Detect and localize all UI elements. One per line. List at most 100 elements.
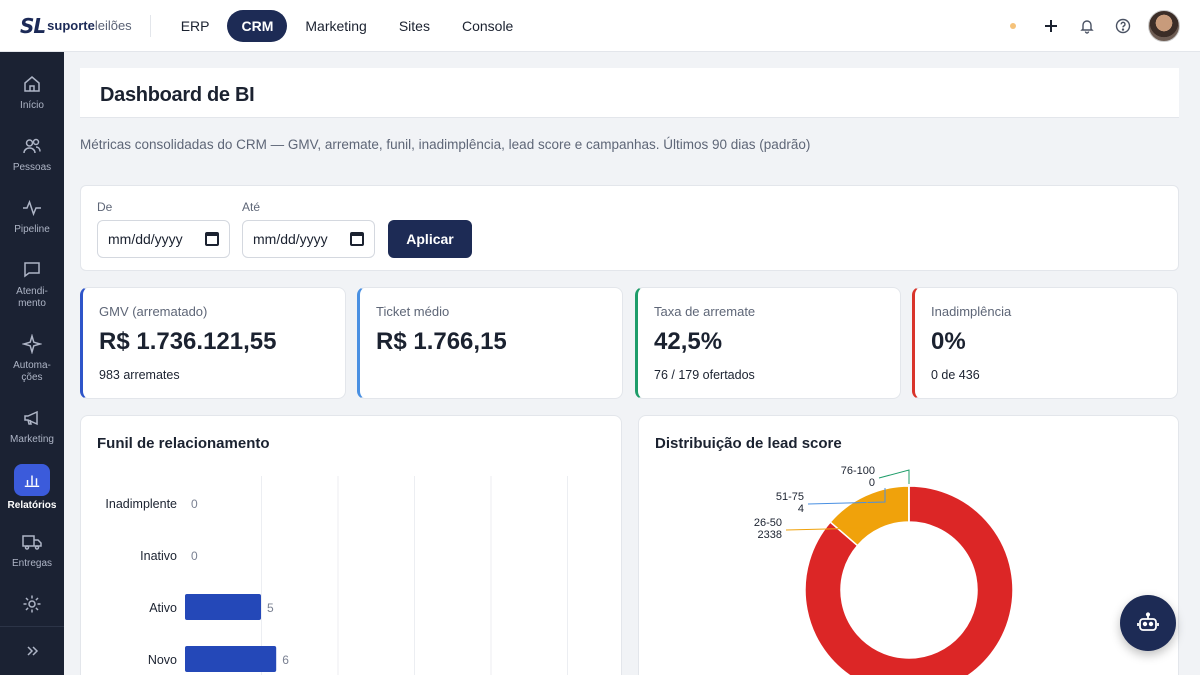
from-date-value: mm/dd/yyyy (108, 231, 183, 247)
data-label: 5 (267, 601, 274, 615)
slice-value-label: 4 (798, 503, 804, 515)
to-date-input[interactable]: mm/dd/yyyy (242, 220, 375, 258)
page-subtitle: Métricas consolidadas do CRM — GMV, arre… (80, 137, 811, 152)
funnel-bar (185, 594, 261, 620)
truck-icon (22, 535, 42, 550)
sidebar-item-configuracoes[interactable] (0, 594, 64, 614)
top-bar: SL suporteleilões ERP CRM Marketing Site… (0, 0, 1200, 52)
sparkle-icon (22, 334, 42, 354)
category-label: Inativo (140, 549, 177, 563)
brand-name: suporteleilões (47, 18, 132, 33)
sidebar-item-pipeline[interactable]: Pipeline (0, 198, 64, 236)
topnav-crm[interactable]: CRM (227, 9, 288, 42)
kpi-label: Inadimplência (931, 304, 1012, 319)
topnav-sites[interactable]: Sites (398, 17, 430, 34)
kpi-label: Taxa de arremate (654, 304, 756, 319)
gear-icon (23, 595, 41, 613)
apply-button[interactable]: Aplicar (388, 220, 472, 258)
megaphone-icon (24, 410, 38, 426)
slice-label: 26-50 (754, 517, 782, 529)
plus-icon[interactable] (1040, 15, 1062, 37)
brand[interactable]: SL suporteleilões (20, 13, 151, 38)
chevrons-right-icon[interactable] (22, 642, 42, 665)
sidebar-divider (0, 626, 64, 627)
sidebar-item-marketing[interactable]: Marketing (0, 408, 64, 446)
sidebar-item-relatorios[interactable]: Relatórios (0, 464, 64, 512)
slice-label: 76-100 (841, 465, 875, 477)
kpi-taxa-arremate: Taxa de arremate 42,5% 76 / 179 ofertado… (635, 287, 901, 399)
status-dot (1010, 23, 1016, 29)
category-label: Novo (148, 653, 177, 667)
panel-title: Distribuição de lead score (655, 435, 842, 452)
kpi-value: R$ 1.766,15 (376, 328, 507, 355)
sidebar-item-label: Pessoas (12, 162, 52, 173)
topnav-console[interactable]: Console (461, 17, 514, 34)
topnav-marketing[interactable]: Marketing (305, 17, 367, 34)
leader-line (807, 488, 886, 505)
kpi-subtext: 0 de 436 (931, 368, 980, 382)
leader-line (878, 469, 910, 484)
to-date-value: mm/dd/yyyy (253, 231, 328, 247)
sidebar-item-label: Pipeline (14, 224, 50, 235)
category-label: Ativo (149, 601, 177, 615)
data-label: 6 (282, 653, 289, 667)
sidebar-item-automacoes[interactable]: Automa-ções (0, 334, 64, 384)
calendar-icon[interactable] (350, 232, 364, 246)
funnel-chart: Inadimplente 0 Inativo 0 Ativo 5 Novo 6 (105, 476, 568, 675)
users-icon (23, 138, 41, 154)
kpi-label: GMV (arrematado) (99, 304, 208, 319)
top-actions (1010, 10, 1180, 42)
kpi-ticket-medio: Ticket médio R$ 1.766,15 (357, 287, 623, 399)
sidebar: Início Pessoas Pipeline Atendi-mento Aut… (0, 52, 64, 675)
bar-chart-icon (14, 464, 50, 496)
top-nav: ERP CRM Marketing Sites Console (167, 9, 528, 42)
page-title: Dashboard de BI (100, 84, 255, 106)
robot-icon (1137, 612, 1159, 631)
category-label: Inadimplente (105, 497, 177, 511)
kpi-value: 0% (931, 328, 966, 355)
sidebar-item-label: Atendi-mento (16, 286, 48, 309)
leader-line (785, 500, 868, 531)
sidebar-item-label: Automa-ções (13, 360, 51, 383)
sidebar-item-entregas[interactable]: Entregas (0, 532, 64, 570)
bell-icon[interactable] (1076, 15, 1098, 37)
topnav-erp[interactable]: ERP (180, 17, 210, 34)
page-header: Dashboard de BI (80, 68, 1179, 118)
chat-icon (24, 262, 40, 278)
sidebar-item-atendimento[interactable]: Atendi-mento (0, 260, 64, 310)
from-date-input[interactable]: mm/dd/yyyy (97, 220, 230, 258)
kpi-inadimplencia: Inadimplência 0% 0 de 436 (912, 287, 1178, 399)
home-icon (24, 76, 40, 92)
panel-title: Funil de relacionamento (97, 435, 270, 452)
kpi-subtext: 76 / 179 ofertados (654, 368, 755, 382)
kpi-value: 42,5% (654, 328, 723, 355)
assistant-bot-button[interactable] (1120, 595, 1176, 651)
funnel-bar (185, 646, 277, 672)
slice-value-label: 0 (869, 477, 875, 489)
sidebar-item-inicio[interactable]: Início (0, 74, 64, 112)
activity-icon (23, 199, 41, 217)
brand-logo: SL (20, 13, 46, 38)
leadscore-panel: Distribuição de lead score 76-100 0 51-75 4… (638, 415, 1179, 675)
sidebar-item-label: Relatórios (7, 500, 57, 511)
from-label: De (97, 200, 113, 214)
slice-label: 51-75 (776, 491, 804, 503)
calendar-icon[interactable] (205, 232, 219, 246)
funnel-panel: Funil de relacionamento Inadimplente 0 Ina… (80, 415, 622, 675)
kpi-value: R$ 1.736.121,55 (99, 328, 277, 355)
data-label: 0 (191, 497, 198, 511)
filter-card: De mm/dd/yyyy Até mm/dd/yyyy Aplicar (80, 185, 1179, 271)
kpi-gmv: GMV (arrematado) R$ 1.736.121,55 983 arr… (80, 287, 346, 399)
sidebar-item-label: Marketing (10, 434, 54, 445)
data-label: 0 (191, 549, 198, 563)
sidebar-item-label: Início (20, 100, 44, 111)
avatar[interactable] (1148, 10, 1180, 42)
to-label: Até (242, 200, 261, 214)
sidebar-item-pessoas[interactable]: Pessoas (0, 136, 64, 174)
sidebar-item-label: Entregas (11, 558, 53, 569)
donut-slice (804, 485, 1014, 675)
slice-value-label: 2338 (758, 529, 782, 541)
help-icon[interactable] (1112, 15, 1134, 37)
kpi-subtext: 983 arremates (99, 368, 180, 382)
